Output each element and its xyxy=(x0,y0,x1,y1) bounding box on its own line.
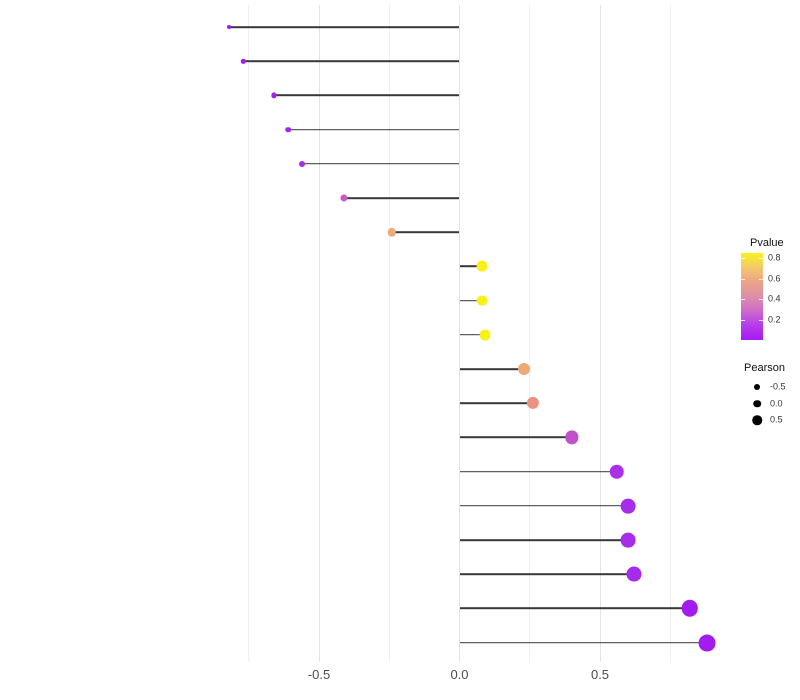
pearson-legend-label: 0.0 xyxy=(770,398,783,408)
pearson-legend-title: Pearson xyxy=(744,362,785,374)
lollipop-dot xyxy=(620,532,636,548)
pearson-legend-dot xyxy=(753,399,761,408)
colorbar-tick-mark xyxy=(741,299,745,301)
lollipop-stem xyxy=(459,265,482,268)
lollipop-dot xyxy=(698,634,716,652)
minor-gridline xyxy=(388,5,390,662)
minor-gridline xyxy=(529,5,531,662)
lollipop-stem xyxy=(243,60,460,62)
lollipop-dot xyxy=(285,126,291,133)
colorbar-tick-label: 0.4 xyxy=(768,293,781,304)
lollipop-stem xyxy=(459,470,617,473)
lollipop-stem xyxy=(459,573,634,575)
lollipop-stem xyxy=(392,231,460,233)
lollipop-stem xyxy=(302,163,460,165)
colorbar-tick-mark xyxy=(759,258,763,260)
lollipop-dot xyxy=(240,59,246,64)
major-gridline xyxy=(599,5,601,662)
colorbar-tick-mark xyxy=(741,278,745,280)
lollipop-stem xyxy=(459,539,629,541)
lollipop-dot xyxy=(299,160,306,167)
lollipop-stem xyxy=(459,436,572,439)
pearson-legend-dot xyxy=(752,415,762,425)
lollipop-dot xyxy=(476,295,488,307)
lollipop-dot xyxy=(565,430,579,445)
minor-gridline xyxy=(248,5,250,662)
colorbar-tick-mark xyxy=(759,299,763,301)
lollipop-stem xyxy=(459,334,485,336)
lollipop-dot xyxy=(620,498,636,514)
lollipop-stem xyxy=(459,368,525,370)
pearson-legend-dot xyxy=(754,384,760,390)
lollipop-dot xyxy=(526,397,539,410)
lollipop-dot xyxy=(609,464,625,479)
major-gridline xyxy=(318,5,320,662)
colorbar-tick-mark xyxy=(759,319,763,321)
lollipop-dot xyxy=(681,600,699,617)
minor-gridline xyxy=(669,5,671,662)
lollipop-stem xyxy=(288,128,460,131)
pearson-legend-label: 0.5 xyxy=(770,414,783,425)
lollipop-dot xyxy=(476,260,488,272)
lollipop-dot xyxy=(518,363,531,375)
lollipop-stem xyxy=(459,299,482,302)
x-axis-tick-label: 0.0 xyxy=(450,667,469,682)
lollipop-dot xyxy=(626,566,642,582)
lollipop-dot xyxy=(387,227,397,237)
lollipop-stem xyxy=(459,402,533,404)
pvalue-legend-title: Pvalue xyxy=(750,237,784,249)
colorbar-tick-label: 0.6 xyxy=(768,273,781,284)
colorbar-tick-mark xyxy=(741,258,745,260)
lollipop-stem xyxy=(459,641,707,644)
lollipop-stem xyxy=(274,94,460,97)
colorbar-tick-label: 0.2 xyxy=(768,314,781,325)
pearson-legend-label: -0.5 xyxy=(770,381,786,392)
lollipop-dot xyxy=(271,92,277,98)
lollipop-dot xyxy=(479,329,491,341)
lollipop-dot xyxy=(340,194,348,202)
lollipop-dot xyxy=(227,25,232,29)
pvalue-colorbar xyxy=(741,253,763,340)
lollipop-stem xyxy=(229,26,460,28)
lollipop-stem xyxy=(344,197,460,199)
major-gridline xyxy=(459,5,460,662)
colorbar-tick-mark xyxy=(741,319,745,321)
lollipop-stem xyxy=(459,505,629,507)
colorbar-tick-label: 0.8 xyxy=(768,252,781,263)
x-axis-tick-label: -0.5 xyxy=(307,667,331,682)
lollipop-stem xyxy=(459,607,690,610)
colorbar-tick-mark xyxy=(759,278,763,280)
x-axis-tick-label: 0.5 xyxy=(590,667,610,682)
